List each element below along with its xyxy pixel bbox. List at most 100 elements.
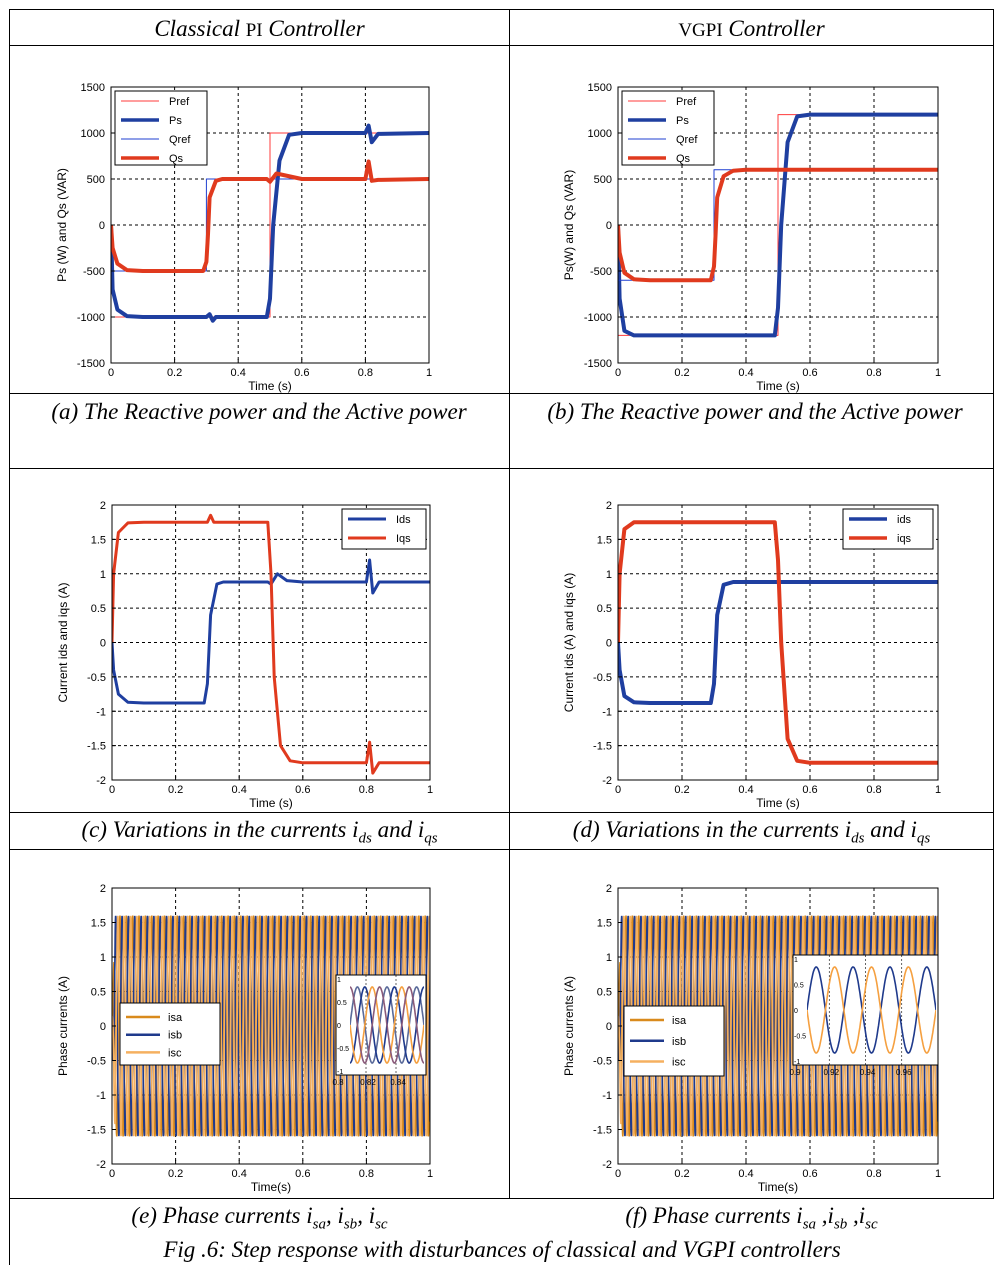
caption-subscript: sc — [375, 1216, 388, 1233]
legend-label-Qref: Qref — [169, 134, 191, 146]
y-tick-label: 1500 — [588, 82, 612, 94]
y-tick-label: 0 — [100, 1021, 106, 1033]
x-tick-label: 0.2 — [167, 367, 182, 379]
header-vgpi: VGPI Controller — [510, 12, 993, 45]
y-axis-label: Current ids (A) and iqs (A) — [562, 573, 576, 712]
header-word: Controller — [268, 16, 365, 41]
series-line-ids — [618, 580, 938, 705]
legend-label-isc: isc — [168, 1047, 182, 1059]
series-line-iqs — [618, 520, 938, 765]
header-word: Classical — [154, 16, 240, 41]
y-tick-label: 0.5 — [597, 603, 612, 615]
legend-label-Pref: Pref — [676, 96, 697, 108]
x-tick-label: 0.4 — [738, 1168, 753, 1180]
y-tick-label: -1 — [96, 1090, 106, 1102]
y-axis-label: Ps(W) and Qs (VAR) — [562, 170, 576, 280]
figure-table: Classical PI Controller VGPI Controller … — [9, 9, 994, 1265]
inset-y-tick: 0.5 — [794, 983, 804, 990]
caption-d: (d) Variations in the currents ids and i… — [510, 813, 993, 850]
x-tick-label: 0.2 — [674, 784, 689, 796]
y-tick-label: -0.5 — [593, 672, 612, 684]
y-axis-label: Phase currents (A) — [56, 976, 70, 1076]
series-line-isa — [618, 915, 938, 1137]
y-tick-label: -500 — [83, 266, 105, 278]
caption-e: (e) Phase currents isa, isb, isc — [10, 1199, 509, 1236]
y-tick-label: -2 — [602, 1159, 612, 1171]
x-axis-label: Time(s) — [758, 1180, 798, 1194]
chart-currents-vgpi: ids iqs 0 0.2 0.4 0.6 0.8 1 -2 -1.5 -1 -0.5 0 0.5 1 1.5… — [562, 500, 941, 810]
y-tick-label: -1.5 — [593, 1125, 612, 1137]
x-tick-label: 0.2 — [674, 1168, 689, 1180]
y-tick-label: 1500 — [81, 82, 105, 94]
x-tick-label: 0.6 — [294, 367, 309, 379]
series-line-Ps — [618, 112, 938, 338]
y-tick-label: 1.5 — [91, 918, 106, 930]
inset-x-tick: 0.82 — [360, 1078, 376, 1087]
y-tick-label: -1.5 — [87, 1125, 106, 1137]
y-tick-label: 500 — [87, 174, 105, 186]
y-tick-label: 0 — [100, 638, 106, 650]
y-tick-label: -1000 — [584, 312, 612, 324]
x-tick-label: 0.4 — [232, 1168, 247, 1180]
y-tick-label: 1.5 — [91, 534, 106, 546]
legend-label-isb: isb — [672, 1036, 686, 1048]
caption-text: , i — [325, 1203, 344, 1228]
legend-label-Pref: Pref — [169, 96, 190, 108]
caption-subscript: sa — [312, 1216, 326, 1233]
legend-label-ids: ids — [897, 514, 912, 526]
y-tick-label: 2 — [100, 883, 106, 895]
inset-wave — [807, 966, 936, 1054]
y-axis-label: Phase currents (A) — [562, 976, 576, 1076]
legend-label-Ids: Ids — [396, 514, 411, 526]
legend-label-isa: isa — [168, 1012, 183, 1024]
inset-x-tick: 0.94 — [860, 1068, 876, 1077]
caption-c: (c) Variations in the currents ids and i… — [10, 813, 509, 850]
row-divider — [9, 45, 994, 46]
caption-subscript: qs — [916, 830, 931, 847]
table-border-right — [993, 9, 994, 1199]
x-tick-label: 0.8 — [866, 367, 881, 379]
x-tick-label: 0 — [109, 784, 115, 796]
caption-text: (d) Variations in the currents i — [572, 817, 852, 842]
x-tick-label: 0.6 — [295, 1168, 310, 1180]
chart-legend: isa isb isc — [119, 1002, 221, 1066]
caption-text: and i — [864, 817, 917, 842]
series-line-Qs — [618, 167, 938, 283]
chart-legend: ids iqs — [842, 508, 934, 550]
x-tick-label: 1 — [426, 367, 432, 379]
legend-label-Ps: Ps — [676, 115, 689, 127]
y-tick-label: 1 — [100, 952, 106, 964]
inset-x-tick: 0.84 — [390, 1078, 406, 1087]
series-line-Ps — [111, 123, 429, 323]
caption-subscript: sb — [343, 1216, 358, 1233]
inset-x-tick: 0.8 — [332, 1078, 344, 1087]
y-tick-label: -2 — [96, 1159, 106, 1171]
row-divider — [9, 1198, 994, 1199]
caption-text: (f) Phase currents i — [625, 1203, 803, 1228]
x-tick-label: 1 — [935, 784, 941, 796]
y-tick-label: 1 — [100, 569, 106, 581]
caption-f: (f) Phase currents isa ,isb ,isc — [510, 1199, 993, 1236]
y-tick-label: 500 — [594, 174, 612, 186]
legend-box — [114, 90, 208, 166]
y-tick-label: 2 — [606, 500, 612, 512]
y-tick-label: -2 — [96, 775, 106, 787]
caption-subscript: sb — [833, 1216, 848, 1233]
inset-traces — [350, 986, 424, 1064]
y-tick-label: 1 — [606, 569, 612, 581]
y-tick-label: -1500 — [584, 358, 612, 370]
x-tick-label: 1 — [427, 784, 433, 796]
y-tick-label: -1.5 — [87, 741, 106, 753]
y-tick-label: -2 — [602, 775, 612, 787]
x-tick-label: 0.8 — [359, 1168, 374, 1180]
x-tick-label: 0.4 — [232, 784, 247, 796]
legend-label-isc: isc — [672, 1057, 686, 1069]
y-tick-label: -1000 — [77, 312, 105, 324]
inset-wave — [807, 966, 936, 1054]
caption-text: (c) Variations in the currents i — [81, 817, 359, 842]
caption-subscript: sa — [802, 1216, 817, 1233]
y-tick-label: 0.5 — [597, 987, 612, 999]
inset-wave — [350, 986, 424, 1064]
inset-wave — [350, 986, 424, 1064]
inset-y-tick: 0 — [337, 1023, 341, 1030]
